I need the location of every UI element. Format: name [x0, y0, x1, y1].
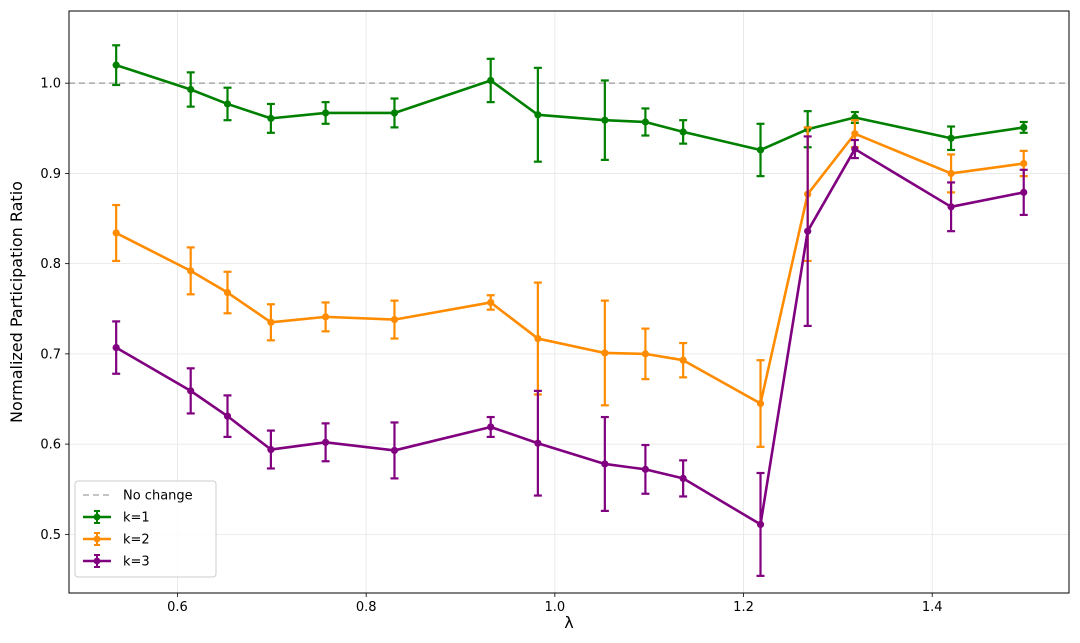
data-point	[187, 85, 195, 94]
x-tick-label: 0.6	[167, 600, 188, 615]
data-point	[322, 438, 330, 446]
data-point	[487, 423, 495, 431]
data-point	[322, 109, 330, 117]
x-tick-label: 1.0	[545, 600, 566, 615]
legend: No change k=1 k=2 k=3	[74, 480, 217, 578]
data-point	[947, 203, 955, 211]
series-k2	[112, 119, 1028, 448]
data-point	[601, 460, 609, 468]
data-point	[756, 520, 765, 529]
y-axis-label: Normalized Participation Ratio	[7, 181, 26, 423]
legend-label: k=3	[123, 555, 150, 570]
legend-marker	[93, 535, 101, 543]
data-point	[267, 445, 275, 454]
legend-entry: k=3	[83, 554, 150, 570]
legend-entry: k=2	[83, 532, 150, 548]
series-line	[115, 147, 1024, 526]
data-point	[679, 474, 687, 483]
legend-marker	[93, 557, 101, 565]
data-point	[756, 146, 765, 154]
data-point	[1020, 188, 1028, 196]
legend-entry: k=1	[83, 510, 150, 526]
data-point	[187, 267, 195, 275]
y-tick-label: 0.8	[40, 257, 61, 272]
legend-label: k=1	[123, 511, 150, 526]
legend-box	[74, 480, 217, 578]
data-point	[947, 134, 955, 142]
data-point	[187, 387, 195, 395]
series-layer	[112, 44, 1028, 577]
data-point	[1020, 159, 1028, 168]
data-point	[1020, 123, 1028, 131]
x-tick-label: 1.2	[733, 600, 754, 615]
legend-label: k=2	[123, 533, 150, 548]
data-point	[851, 130, 859, 138]
data-point	[390, 315, 399, 324]
data-point	[641, 118, 650, 126]
data-point	[267, 114, 275, 122]
series-k3	[112, 135, 1028, 577]
x-axis-label: λ	[564, 613, 573, 632]
series-line	[115, 132, 1024, 405]
y-tick-label: 0.7	[40, 347, 61, 362]
y-tick-label: 0.6	[40, 438, 61, 453]
y-tick-label: 0.9	[40, 167, 61, 182]
data-point	[534, 334, 542, 343]
data-point	[601, 349, 609, 357]
data-point	[322, 313, 330, 321]
data-point	[947, 169, 955, 178]
data-point	[487, 298, 495, 307]
data-point	[534, 111, 542, 119]
data-point	[679, 128, 687, 136]
data-point	[223, 100, 232, 108]
data-point	[223, 412, 232, 420]
data-point	[534, 439, 542, 447]
x-tick-label: 0.8	[356, 600, 377, 615]
data-point	[641, 350, 650, 358]
data-point	[804, 227, 812, 235]
data-point	[641, 465, 650, 473]
grid	[69, 11, 1069, 593]
data-point	[223, 288, 232, 297]
series-k1	[112, 44, 1028, 178]
data-point	[112, 343, 120, 352]
data-point	[267, 318, 275, 326]
data-point	[601, 116, 609, 124]
legend-label: No change	[123, 489, 193, 504]
data-point	[756, 399, 765, 408]
y-tick-label: 1.0	[40, 77, 61, 92]
x-axis-ticks: 0.6 0.8 1.0 1.2 1.4	[167, 593, 943, 615]
y-tick-label: 0.5	[40, 528, 61, 543]
plot-frame	[68, 10, 1070, 594]
data-point	[390, 109, 399, 117]
legend-marker	[93, 513, 101, 521]
x-tick-label: 1.4	[922, 600, 943, 615]
y-axis-ticks: 0.5 0.6 0.7 0.8 0.9 1.0	[40, 77, 69, 543]
legend-entry: No change	[83, 489, 193, 504]
data-point	[112, 229, 120, 237]
data-point	[390, 446, 399, 455]
data-point	[679, 356, 687, 364]
series-line	[115, 63, 1024, 152]
data-point	[487, 76, 495, 85]
data-point	[851, 145, 859, 153]
data-point	[112, 61, 120, 69]
